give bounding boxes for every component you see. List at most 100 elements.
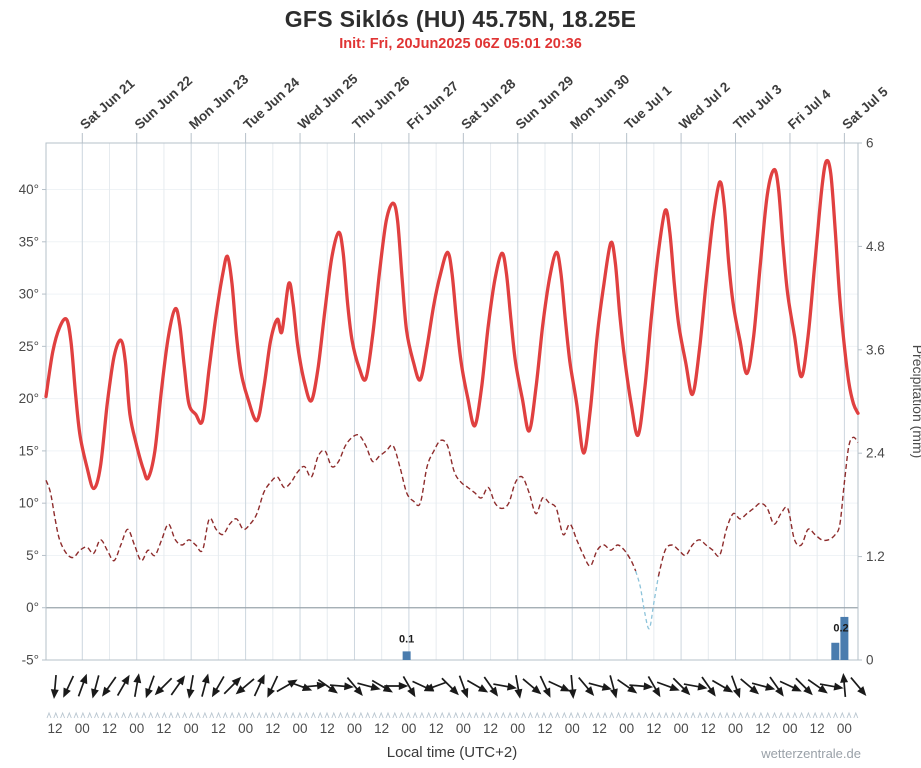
temp-tick-label: 15° bbox=[19, 443, 39, 458]
minor-tick-row bbox=[46, 711, 859, 719]
day-label: Sun Jun 22 bbox=[132, 73, 196, 132]
wind-arrow bbox=[267, 675, 279, 698]
wind-arrow bbox=[578, 677, 595, 696]
temp-axis: -5° 0° 5° 10° 15° 20° 25° 30° 35° 40° bbox=[19, 182, 46, 668]
time-tick-label: 12 bbox=[429, 721, 444, 736]
plot-frame bbox=[45, 142, 859, 661]
time-tick-label: 12 bbox=[483, 721, 498, 736]
time-tick-label: 00 bbox=[129, 721, 144, 736]
temp-tick-label: 40° bbox=[19, 182, 39, 197]
wind-arrow bbox=[672, 677, 691, 696]
time-tick-label: 00 bbox=[238, 721, 253, 736]
wind-arrow bbox=[795, 677, 813, 696]
watermark: wetterzentrale.de bbox=[761, 746, 861, 761]
wind-arrow bbox=[647, 676, 661, 698]
precip-bar-label: 0.1 bbox=[399, 633, 414, 645]
time-tick-label: 00 bbox=[837, 721, 852, 736]
time-tick-label: 00 bbox=[293, 721, 308, 736]
time-tick-label: 00 bbox=[456, 721, 471, 736]
wind-arrows bbox=[50, 673, 867, 699]
wind-arrow bbox=[458, 675, 469, 699]
page-title: GFS Siklós (HU) 45.75N, 18.25E bbox=[284, 6, 637, 32]
wind-arrow bbox=[609, 675, 618, 699]
precip-tick-label: 3.6 bbox=[866, 342, 885, 357]
time-tick-label: 00 bbox=[674, 721, 689, 736]
time-tick-label: 12 bbox=[374, 721, 389, 736]
time-tick-label: 00 bbox=[619, 721, 634, 736]
wind-arrow bbox=[253, 674, 265, 697]
wind-arrow bbox=[276, 679, 298, 693]
day-label: Thu Jul 3 bbox=[730, 81, 784, 132]
wind-arrow bbox=[50, 674, 59, 699]
wind-arrow bbox=[850, 677, 867, 696]
wind-arrow bbox=[588, 682, 612, 691]
wind-arrow bbox=[483, 676, 499, 697]
wind-arrow bbox=[384, 682, 409, 690]
wind-arrow bbox=[840, 673, 849, 698]
temp-tick-label: 35° bbox=[19, 234, 39, 249]
wind-arrow bbox=[568, 674, 577, 699]
wind-arrow bbox=[302, 681, 327, 690]
wind-arrow bbox=[317, 678, 338, 694]
wind-arrow bbox=[466, 679, 489, 693]
day-label: Fri Jul 4 bbox=[785, 86, 834, 132]
wind-arrow bbox=[819, 682, 844, 691]
time-tick-label: 12 bbox=[810, 721, 825, 736]
time-tick-label: 12 bbox=[102, 721, 117, 736]
wind-arrow bbox=[617, 678, 638, 694]
temp-tick-label: -5° bbox=[22, 653, 39, 668]
day-label: Sat Jun 28 bbox=[458, 76, 519, 133]
day-label: Sat Jul 5 bbox=[839, 84, 891, 133]
wind-arrow bbox=[522, 678, 542, 695]
precip-tick-label: 2.4 bbox=[866, 446, 885, 461]
time-tick-label: 12 bbox=[755, 721, 770, 736]
time-tick-label: 00 bbox=[782, 721, 797, 736]
precip-tick-label: 6 bbox=[866, 136, 874, 151]
time-tick-label: 12 bbox=[646, 721, 661, 736]
temp-tick-label: 20° bbox=[19, 391, 39, 406]
time-tick-label: 12 bbox=[265, 721, 280, 736]
time-tick-label: 12 bbox=[320, 721, 335, 736]
day-label: Fri Jun 27 bbox=[404, 78, 461, 132]
time-tick-label: 00 bbox=[75, 721, 90, 736]
wind-arrow bbox=[441, 677, 459, 696]
wind-arrow bbox=[730, 675, 741, 699]
wind-arrow bbox=[769, 676, 784, 697]
wind-arrow bbox=[751, 682, 776, 691]
wind-arrow bbox=[346, 677, 363, 696]
time-tick-label: 12 bbox=[537, 721, 552, 736]
temperature-line bbox=[44, 158, 860, 491]
wind-arrow bbox=[145, 675, 155, 699]
time-tick-label: 12 bbox=[592, 721, 607, 736]
x-axis-title: Local time (UTC+2) bbox=[386, 744, 518, 761]
wind-arrow bbox=[77, 673, 88, 697]
wind-arrow bbox=[235, 678, 255, 695]
wind-arrow bbox=[683, 682, 708, 691]
wind-arrow bbox=[329, 682, 354, 691]
wind-arrow bbox=[539, 675, 551, 698]
time-tick-label: 12 bbox=[701, 721, 716, 736]
precip-bar bbox=[840, 616, 849, 660]
wind-arrow bbox=[548, 680, 571, 692]
bottom-time-axis: 12 00 12 00 12 00 12 00 12 00 12 00 12 00 12 00 12 00 12 00… bbox=[48, 721, 852, 736]
wind-arrow bbox=[701, 676, 716, 697]
wind-arrow bbox=[402, 676, 416, 698]
wind-arrow bbox=[63, 675, 75, 698]
wind-arrow bbox=[102, 676, 117, 697]
wind-arrow bbox=[629, 682, 654, 691]
wind-arrow bbox=[807, 678, 828, 694]
temp-tick-label: 5° bbox=[26, 548, 39, 563]
wind-arrow bbox=[711, 679, 734, 693]
precip-bar bbox=[402, 651, 411, 660]
temp-tick-label: 0° bbox=[26, 600, 39, 615]
precip-bar-label: 0.2 bbox=[833, 622, 848, 634]
gridlines bbox=[46, 143, 858, 661]
wind-arrow bbox=[91, 675, 100, 699]
temp-tick-label: 30° bbox=[19, 287, 39, 302]
wind-arrow bbox=[740, 678, 760, 695]
wind-arrow bbox=[223, 676, 242, 695]
wind-arrow bbox=[201, 673, 210, 697]
wind-arrow bbox=[186, 675, 195, 699]
wind-arrow bbox=[116, 674, 130, 696]
